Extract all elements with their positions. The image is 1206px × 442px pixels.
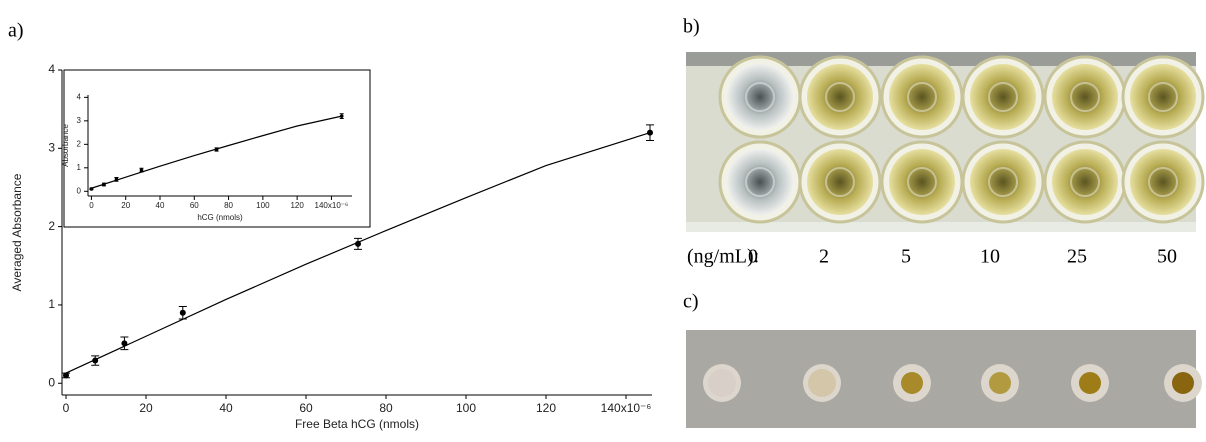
x-tick-label: 0 [63,401,70,415]
figure: a) b) c) (ng/mL): 0251025500123402040608… [0,0,1206,437]
concentration-label: 5 [901,246,911,268]
x-tick-label: 40 [156,201,165,210]
page: a) b) c) (ng/mL): 0251025500123402040608… [0,0,1206,437]
concentration-label: 50 [1157,246,1177,268]
data-point [115,178,119,182]
concentration-label: 10 [980,246,1000,268]
y-tick-label: 3 [48,140,55,154]
x-tick-label: 100 [456,401,476,415]
x-tick-label: 80 [224,201,233,210]
y-tick-label: 4 [48,62,55,76]
well-liquid [1130,64,1196,130]
x-tick-label: 60 [299,401,313,415]
spot [989,372,1011,394]
data-point [340,114,344,118]
well-liquid [970,64,1036,130]
x-tick-label: 40 [219,401,233,415]
x-tick-label: 20 [121,201,130,210]
well-liquid [727,149,793,215]
y-tick-label: 1 [77,163,82,172]
data-point [90,187,94,191]
x-tick-label: 120 [290,201,304,210]
photo-bg [686,330,1196,428]
panel-label: b) [683,16,700,38]
well-liquid [970,149,1036,215]
well-liquid [807,149,873,215]
x-tick-label: 80 [379,401,393,415]
data-point [647,130,653,136]
concentration-label: 0 [748,246,758,268]
data-point [180,310,186,316]
photo-edge [686,222,1196,232]
concentration-label: 2 [819,246,829,268]
well-liquid [889,64,955,130]
spot [1079,372,1101,394]
spot [1172,372,1194,394]
y-axis-label: Averaged Absorbance [10,173,24,291]
x-axis-label: hCG (nmols) [197,213,243,222]
spot [901,372,923,394]
y-tick-label: 3 [77,116,82,125]
x-axis-label: Free Beta hCG (nmols) [295,417,419,431]
x-tick-label: 120 [536,401,556,415]
spot [808,369,836,397]
x-tick-label: 0 [89,201,94,210]
well-liquid [727,64,793,130]
panel-label: c) [683,291,699,313]
y-tick-label: 2 [77,139,82,148]
concentration-label: 25 [1067,246,1087,268]
well-liquid [889,149,955,215]
data-point [140,168,144,172]
x-tick-label: 100 [256,201,270,210]
x-tick-label: 140x10⁻⁶ [601,401,652,415]
data-point [102,183,106,187]
data-point [121,340,127,346]
y-tick-label: 0 [77,186,82,195]
paper-spot-photo [686,330,1196,428]
data-point [63,372,69,378]
spot [708,369,736,397]
panel-label: a) [8,20,24,42]
y-tick-label: 0 [48,375,55,389]
data-point [92,358,98,364]
well-liquid [807,64,873,130]
x-tick-label: 140x10⁻⁶ [315,201,349,210]
y-tick-label: 4 [77,92,82,101]
y-axis-label: Absorbance [61,124,70,167]
y-tick-label: 1 [48,297,55,311]
well-liquid [1130,149,1196,215]
x-tick-label: 60 [190,201,199,210]
well-liquid [1052,64,1118,130]
well-liquid [1052,149,1118,215]
y-tick-label: 2 [48,219,55,233]
x-tick-label: 20 [139,401,153,415]
data-point [355,241,361,247]
data-point [215,148,219,152]
